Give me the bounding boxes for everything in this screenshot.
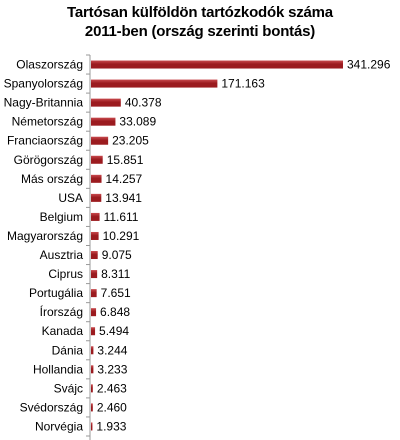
value-label: 1.933 xyxy=(96,419,126,433)
value-label: 171.163 xyxy=(221,77,265,91)
value-label: 23.205 xyxy=(112,134,149,148)
category-label: Olaszország xyxy=(16,58,83,72)
category-label: Írország xyxy=(40,304,83,319)
bar xyxy=(91,231,99,240)
value-label: 13.941 xyxy=(105,191,142,205)
bar xyxy=(91,270,98,279)
category-label: USA xyxy=(58,191,83,205)
value-label: 40.378 xyxy=(125,96,162,110)
category-label: Svédország xyxy=(20,400,83,414)
category-label: Ciprus xyxy=(48,267,83,281)
value-label: 341.296 xyxy=(347,58,391,72)
category-label: Dánia xyxy=(52,343,84,357)
bar xyxy=(91,422,93,431)
value-labels: 341.296 171.163 40.378 33.089 23.205 15.851 14… xyxy=(96,58,390,440)
value-label: 15.851 xyxy=(107,153,144,167)
value-label: 6.848 xyxy=(100,305,130,319)
bar xyxy=(91,384,93,393)
bar xyxy=(91,60,343,69)
value-label: 1.722 xyxy=(96,439,126,440)
value-label: 7.651 xyxy=(101,286,131,300)
value-label: 2.460 xyxy=(97,400,127,414)
bar xyxy=(91,155,103,164)
bar xyxy=(91,193,102,202)
chart-title-line-2: 2011-ben (ország szerinti bontás) xyxy=(84,23,316,40)
category-label: Kanada xyxy=(42,324,84,338)
bar xyxy=(91,98,121,107)
value-label: 8.311 xyxy=(101,267,130,281)
bars xyxy=(91,60,343,431)
value-label: 14.257 xyxy=(106,172,143,186)
category-label: Portugália xyxy=(29,286,83,300)
bar xyxy=(91,174,102,183)
value-label: 33.089 xyxy=(119,115,156,129)
bar xyxy=(91,403,93,412)
bar xyxy=(91,365,94,374)
value-label: 2.463 xyxy=(97,381,127,395)
category-label: Németország xyxy=(12,115,83,129)
category-labels: Olaszország Spanyolország Nagy-Britannia Né… xyxy=(4,58,84,440)
value-label: 9.075 xyxy=(102,248,132,262)
category-label: Svájc xyxy=(54,381,83,395)
bar xyxy=(91,212,100,221)
category-label: Nagy-Britannia xyxy=(4,96,84,110)
category-label: Csehország xyxy=(19,439,83,440)
chart-title-line-1: Tartósan külföldön tartózkodók száma xyxy=(67,4,333,21)
category-label: Spanyolország xyxy=(4,77,83,91)
bar xyxy=(91,117,116,126)
bar xyxy=(91,79,218,88)
bar xyxy=(91,136,109,145)
value-label: 10.291 xyxy=(103,229,140,243)
value-label: 11.611 xyxy=(104,210,139,224)
bar xyxy=(91,308,97,317)
category-label: Franciaország xyxy=(7,134,83,148)
value-label: 3.244 xyxy=(97,343,127,357)
value-label: 5.494 xyxy=(99,324,129,338)
bar xyxy=(91,251,98,260)
bar xyxy=(91,346,94,355)
bar xyxy=(91,327,96,336)
value-label: 3.233 xyxy=(97,362,127,376)
y-axis-ticks xyxy=(86,54,90,437)
category-label: Hollandia xyxy=(33,362,83,376)
category-label: Norvégia xyxy=(35,419,83,433)
category-label: Görögország xyxy=(14,153,83,167)
category-label: Magyarország xyxy=(7,229,83,243)
category-label: Más ország xyxy=(21,172,83,186)
category-label: Ausztria xyxy=(40,248,84,262)
category-label: Belgium xyxy=(40,210,83,224)
bar xyxy=(91,289,97,298)
